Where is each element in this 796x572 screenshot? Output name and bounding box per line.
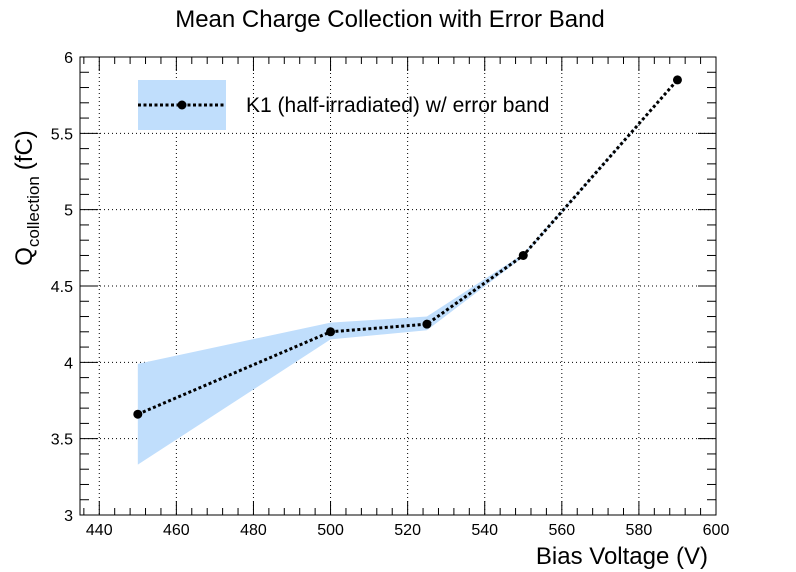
data-point-1 [326,327,336,337]
x-tick-label-0: 440 [86,522,113,539]
axis-ticks [80,56,717,516]
y-axis-title-main: Q [11,247,38,266]
y-tick-label-0: 3 [64,508,73,525]
x-tick-labels: 440 460 480 500 520 540 560 580 600 [86,522,730,539]
x-tick-label-7: 580 [626,522,653,539]
data-point-4 [672,75,682,85]
data-point-3 [518,250,528,260]
legend-marker [177,100,187,110]
x-tick-label-4: 520 [394,522,421,539]
x-tick-label-1: 460 [163,522,190,539]
series-polyline [137,78,679,416]
y-tick-label-5: 5.5 [51,126,73,143]
y-tick-label-3: 4.5 [51,279,73,296]
y-axis-title-sub: collection [24,176,43,247]
legend-label: K1 (half-irradiated) w/ error band [246,94,549,117]
y-axis-title-unit: (fC) [11,130,38,170]
y-tick-label-6: 6 [64,50,73,67]
y-axis-title: Qcollection (fC) [11,130,43,266]
series-line [137,78,679,416]
error-band-area [137,79,678,465]
y-tick-labels: 3 3.5 4 4.5 5 5.5 6 [51,50,73,525]
error-band [137,79,678,465]
x-axis-title: Bias Voltage (V) [536,543,708,570]
x-tick-label-8: 600 [703,522,730,539]
x-tick-label-5: 540 [471,522,498,539]
legend: K1 (half-irradiated) w/ error band [138,80,549,130]
chart-title: Mean Charge Collection with Error Band [175,6,605,33]
y-tick-label-4: 5 [64,203,73,220]
x-tick-label-2: 480 [240,522,267,539]
y-tick-label-1: 3.5 [51,432,73,449]
data-point-0 [133,409,143,419]
x-tick-label-6: 560 [548,522,575,539]
y-tick-label-2: 4 [64,355,73,372]
data-points [133,75,682,419]
data-point-2 [422,319,432,329]
x-tick-label-3: 500 [317,522,344,539]
